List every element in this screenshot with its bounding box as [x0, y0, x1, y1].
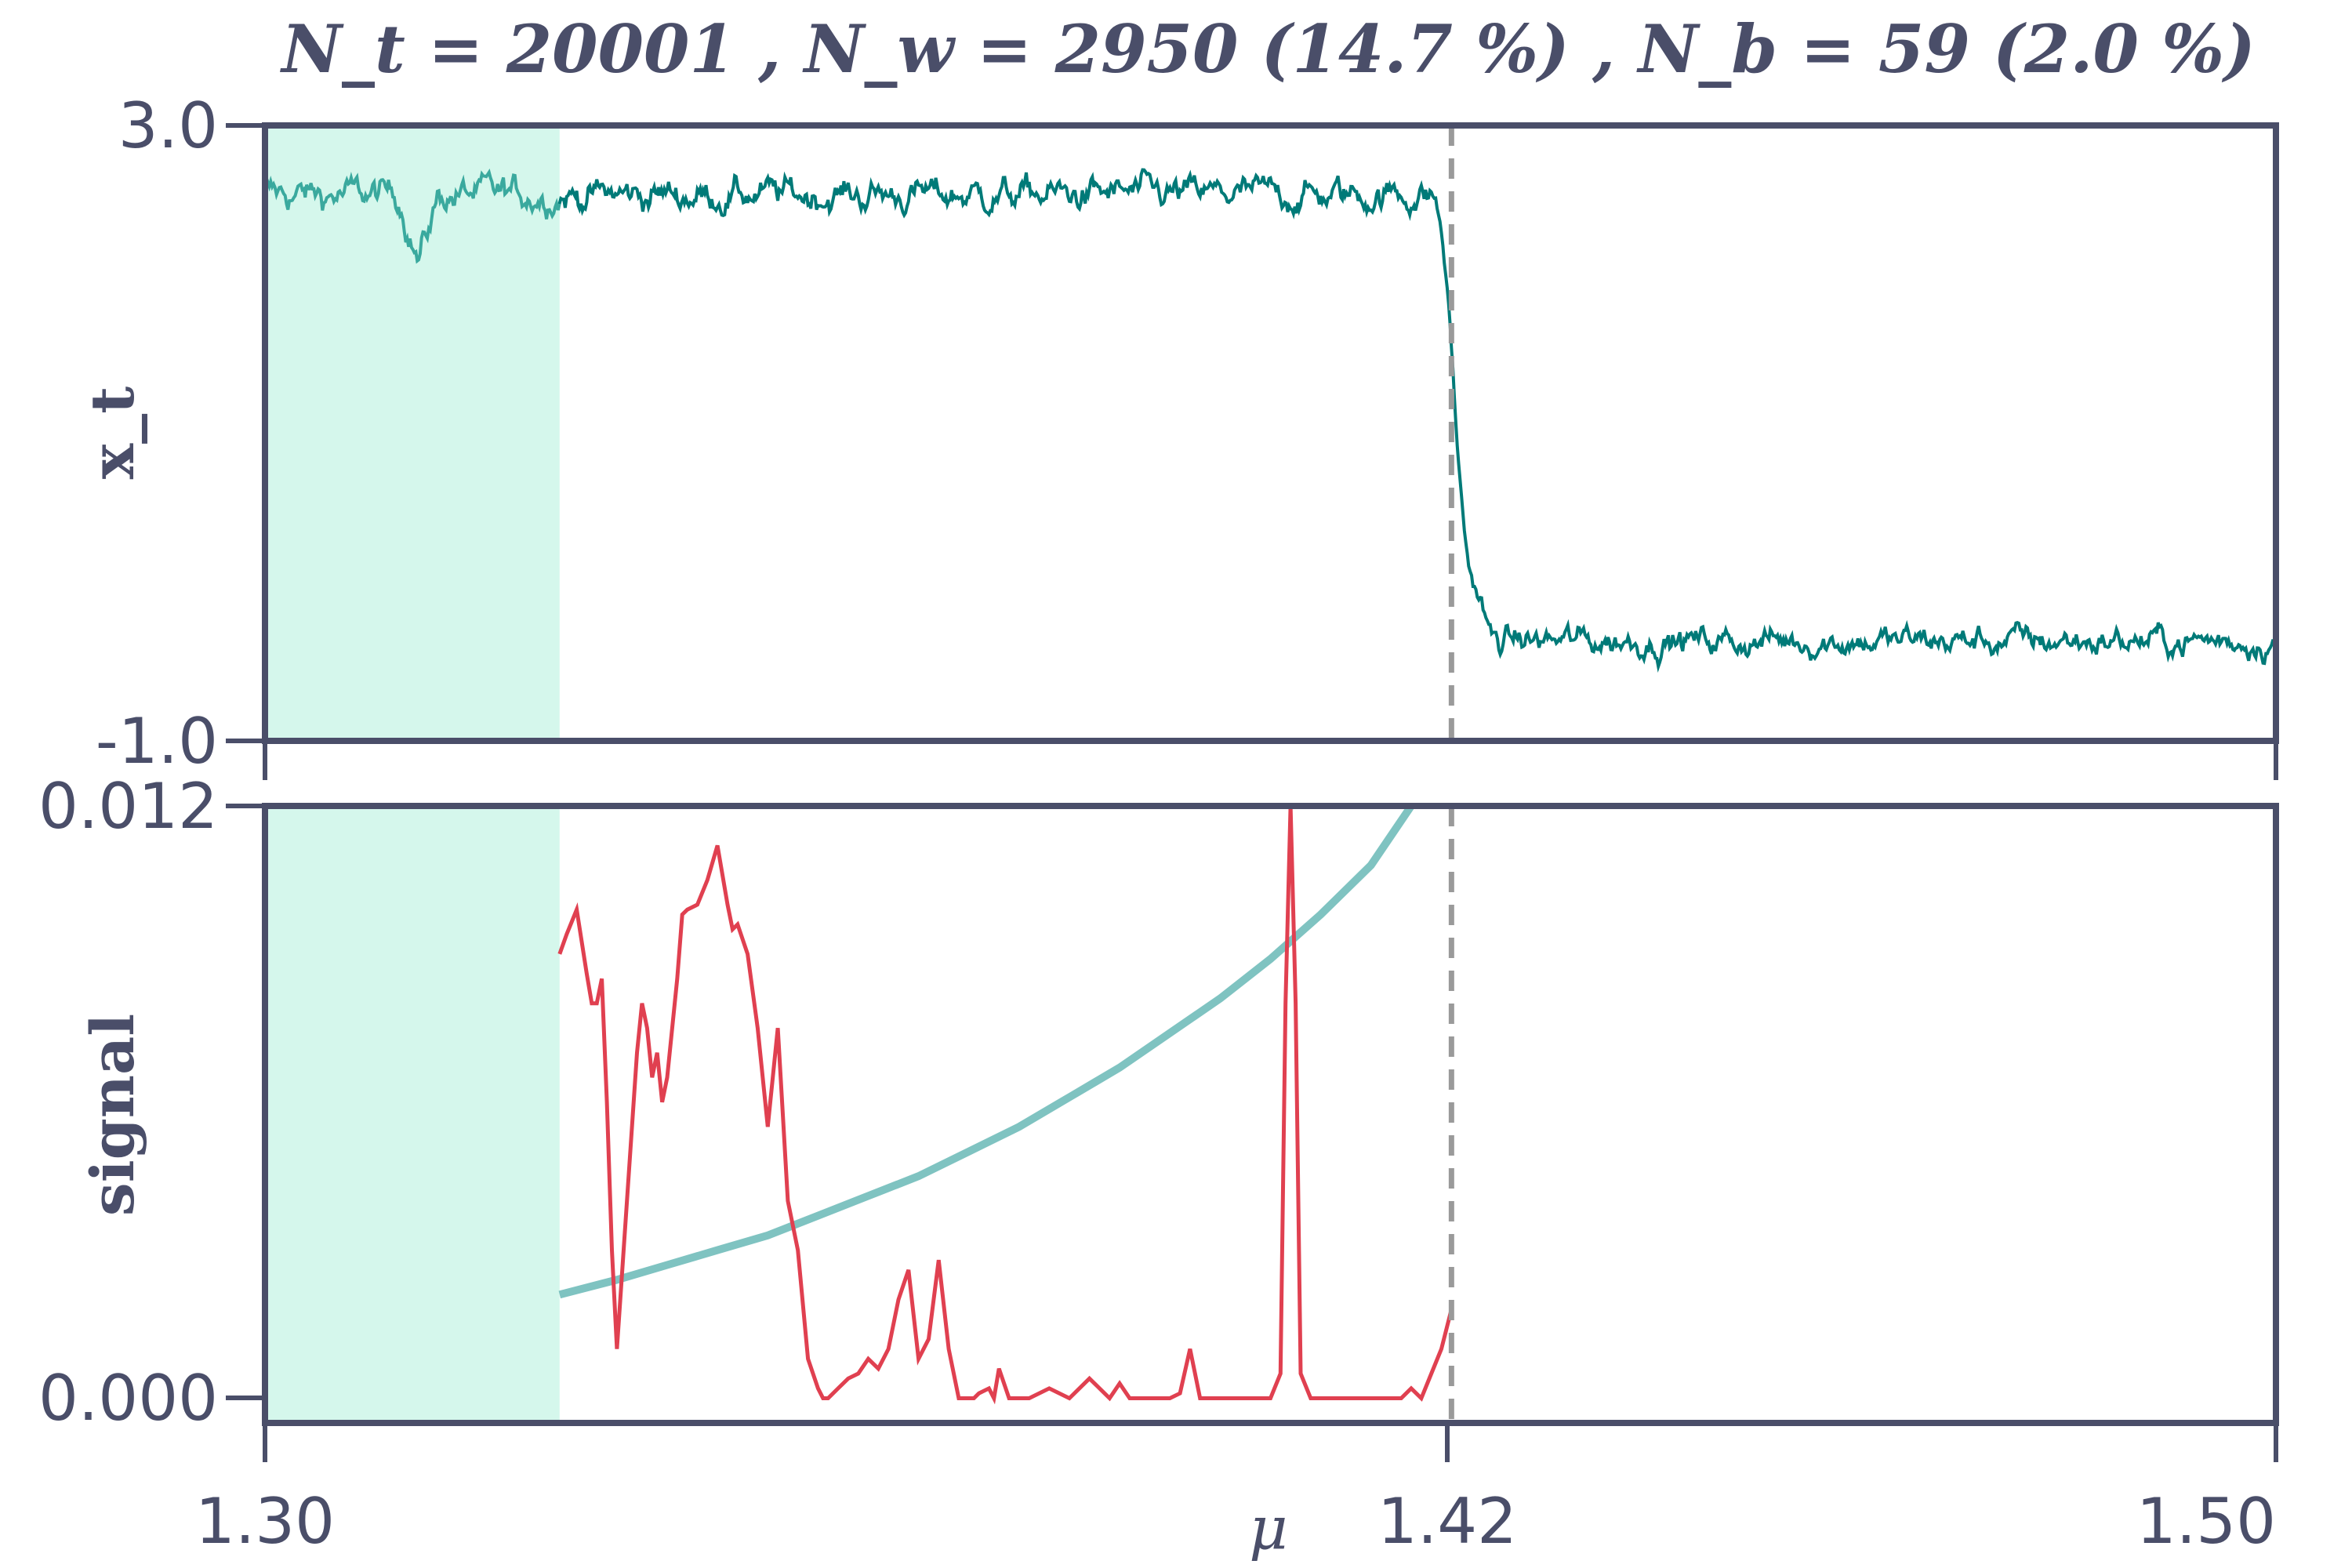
top-series-line [556, 168, 2278, 673]
top-axis-frame [262, 122, 2279, 744]
bottom-series-signal [557, 805, 1454, 1405]
top-shaded-window [265, 125, 560, 741]
bottom-ytick-label-min: 0.000 [38, 1362, 218, 1435]
bottom-series-trend [558, 804, 1415, 1299]
top-ytick-label-min: -1.0 [96, 705, 218, 778]
chart-title: N_t = 20001 , N_w = 2950 (14.7 %) , N_b … [279, 10, 2256, 88]
top-series-line-window [263, 169, 561, 264]
top-ylabel: x_t [78, 387, 147, 479]
bottom-ytick-label-max: 0.012 [38, 770, 218, 843]
xtick-label-142: 1.42 [1377, 1485, 1517, 1558]
bottom-shaded-window [265, 806, 560, 1423]
bottom-ylabel: signal [78, 1014, 147, 1216]
xtick-label-130: 1.30 [195, 1485, 335, 1558]
top-panel: 3.0 -1.0 x_t [78, 89, 2279, 780]
top-ytick-label-max: 3.0 [118, 89, 218, 162]
bottom-panel: 0.012 0.000 signal 1.30 1.42 1.50 μ [38, 770, 2279, 1563]
bottom-axis-frame [262, 803, 2279, 1426]
xlabel: μ [1249, 1493, 1287, 1563]
xtick-label-150: 1.50 [2136, 1485, 2276, 1558]
